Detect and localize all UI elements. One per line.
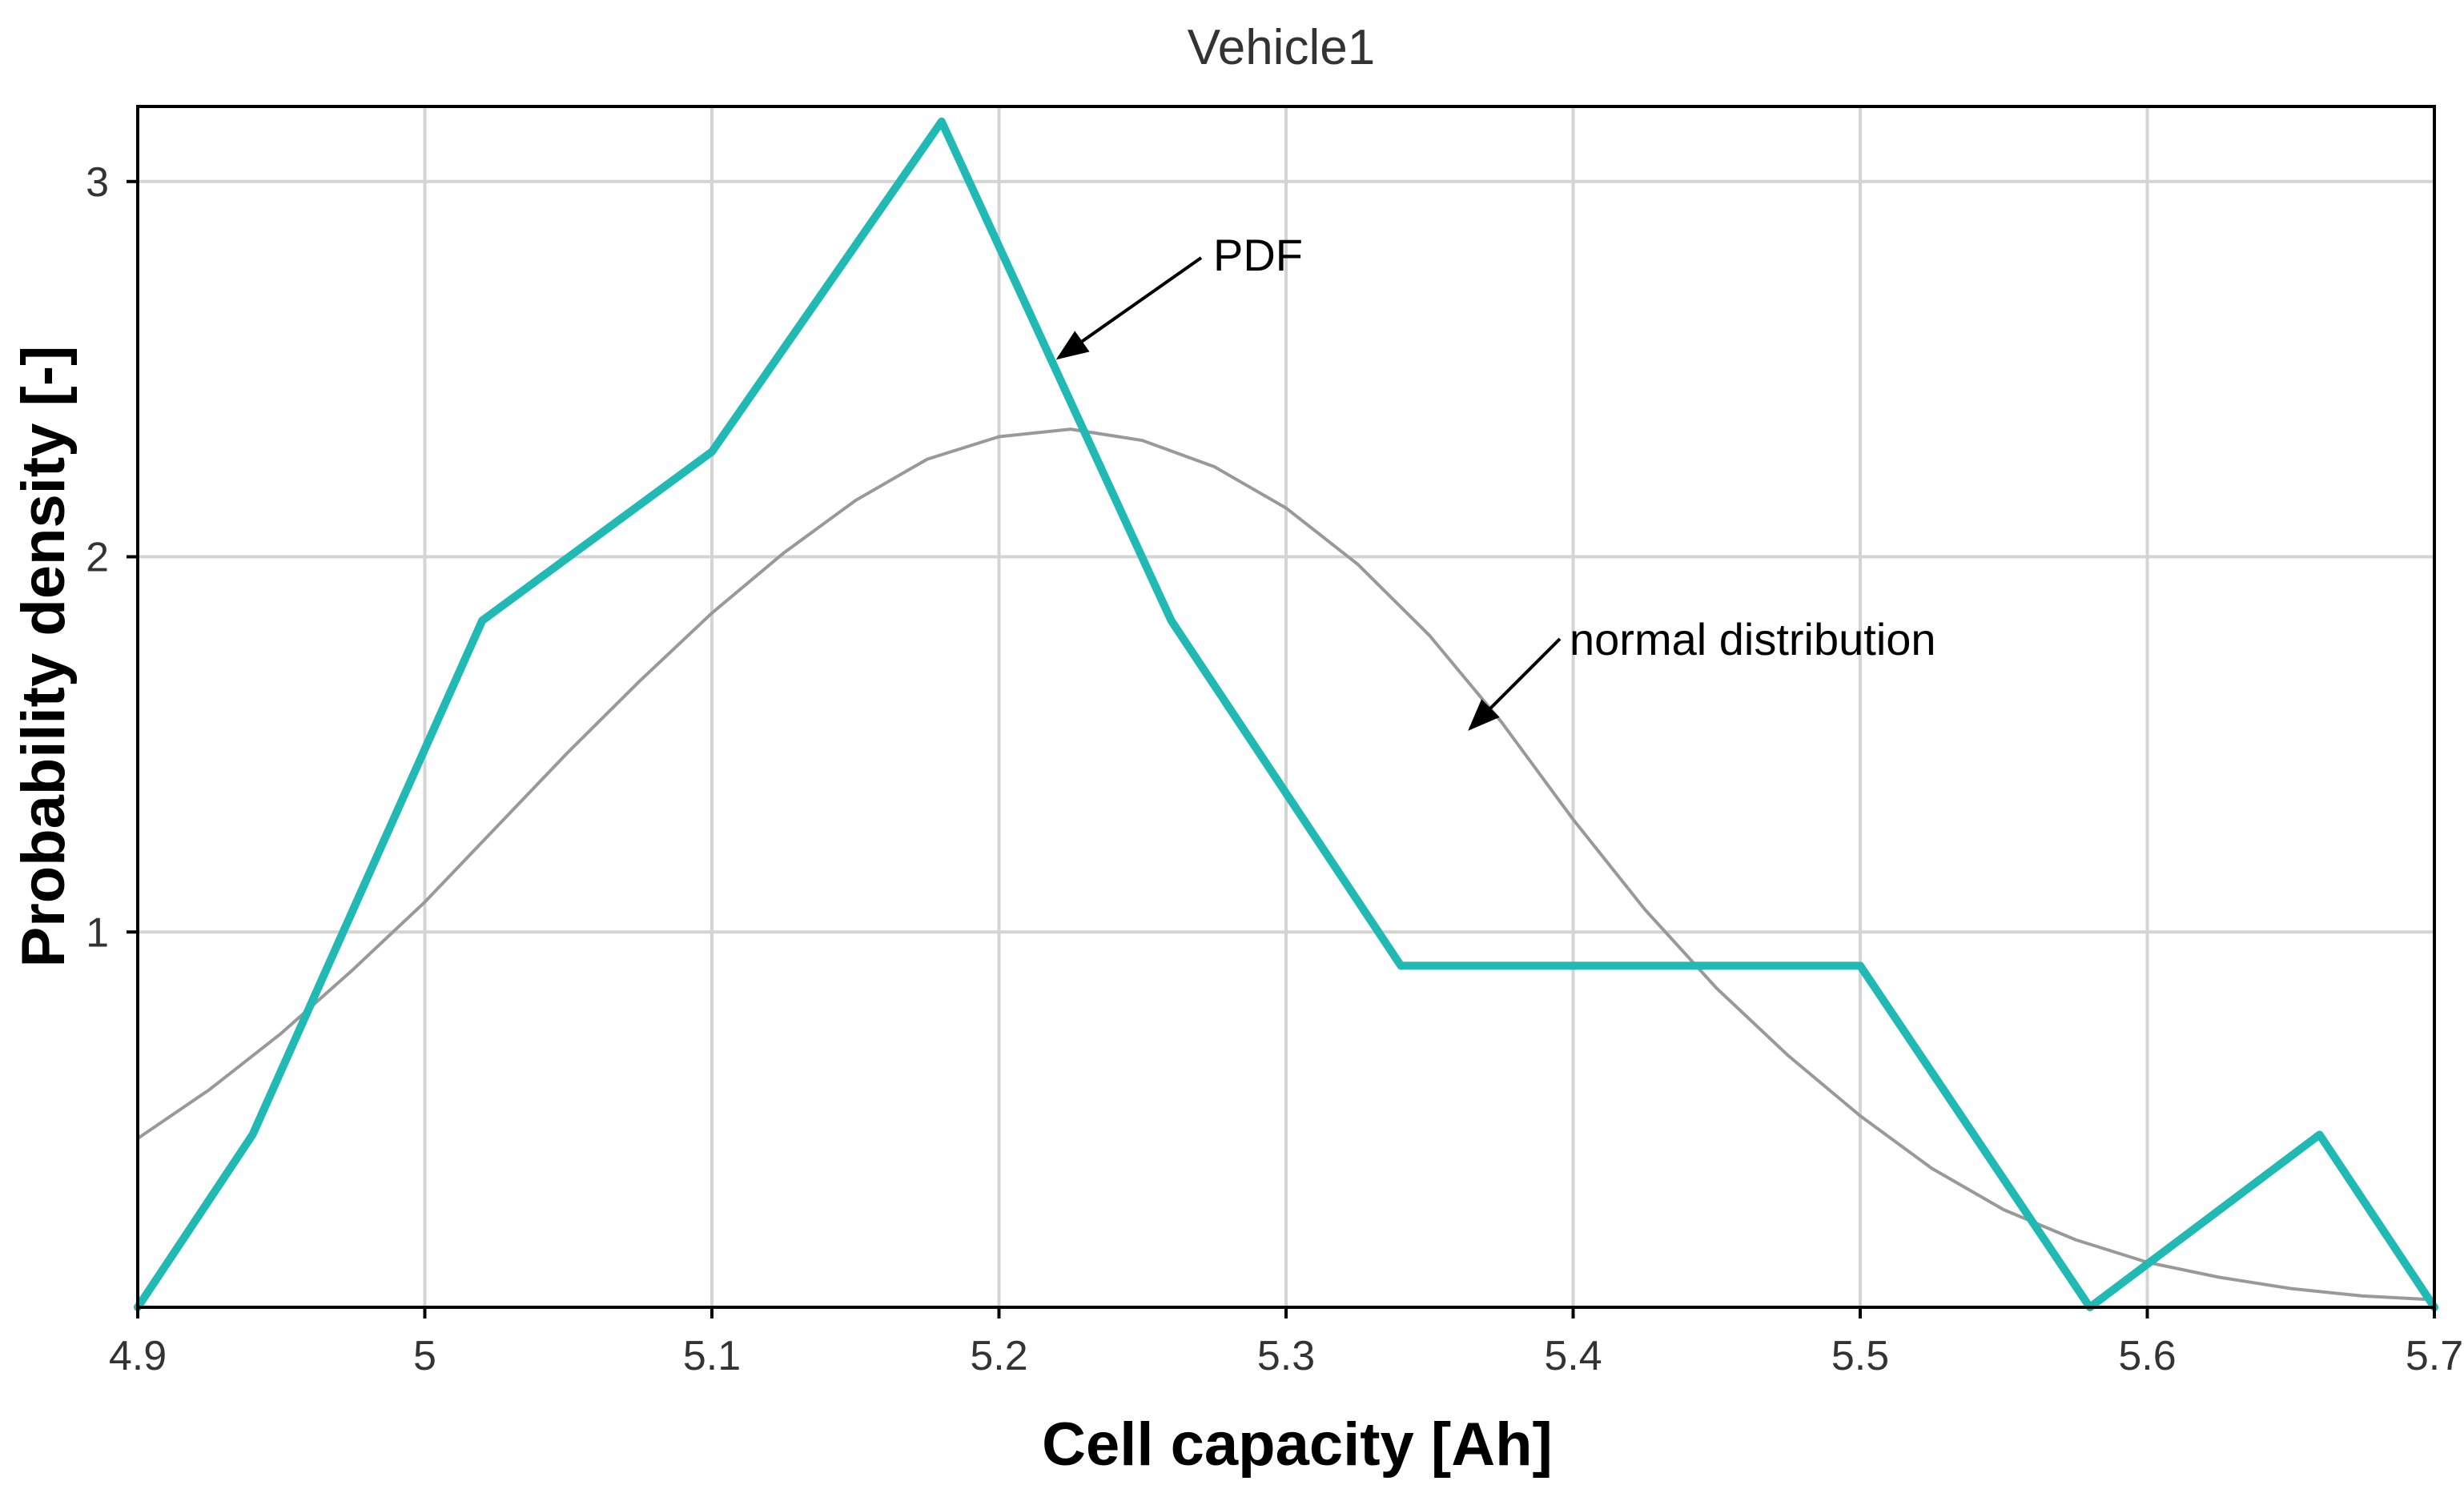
series-line-pdf xyxy=(134,117,2438,1311)
chart-title: Vehicle1 xyxy=(1188,20,1375,75)
annotation-label-pdf: PDF xyxy=(1213,230,1303,280)
annotation-arrow-normal-distribution xyxy=(1468,637,1562,731)
y-tick-label: 1 xyxy=(86,909,109,956)
x-tick-label: 5.3 xyxy=(1257,1333,1315,1379)
series-layer xyxy=(134,117,2438,1311)
x-tick-label: 5.2 xyxy=(970,1333,1027,1379)
annotation-arrow-pdf xyxy=(1055,256,1203,360)
x-tick-label: 4.9 xyxy=(109,1333,167,1379)
y-tick-label: 2 xyxy=(86,535,109,581)
annotation-layer: PDF normal distribution xyxy=(1055,230,1936,731)
x-tick-label: 5 xyxy=(413,1333,436,1379)
annotation-label-normal-distribution: normal distribution xyxy=(1570,614,1936,664)
x-tick-label: 5.6 xyxy=(2118,1333,2176,1379)
y-tick-label: 3 xyxy=(86,159,109,206)
series-line-normal-distribution xyxy=(136,427,2435,1302)
x-tick-label: 5.4 xyxy=(1544,1333,1602,1379)
x-tick-label: 5.1 xyxy=(683,1333,741,1379)
x-tick-label: 5.5 xyxy=(1831,1333,1889,1379)
x-tick-label: 5.7 xyxy=(2406,1333,2463,1379)
y-axis-label: Probability density [-] xyxy=(10,346,78,968)
grid-layer xyxy=(138,106,2434,1307)
x-axis-label: Cell capacity [Ah] xyxy=(1042,1411,1553,1479)
tick-layer: 4.9 5 5.1 5.2 5.3 5.4 5.5 5.6 5.7 1 2 3 xyxy=(86,159,2463,1379)
